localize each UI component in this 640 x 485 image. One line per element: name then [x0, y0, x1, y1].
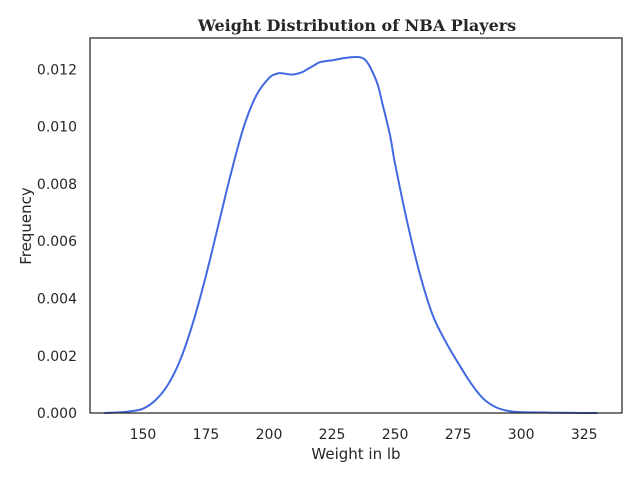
x-tick-label: 275 [445, 427, 472, 443]
x-tick-label: 250 [382, 427, 409, 443]
y-tick-label: 0.006 [37, 234, 77, 250]
x-axis-label: Weight in lb [311, 445, 400, 463]
x-tick-label: 325 [571, 427, 598, 443]
y-tick-label: 0.012 [37, 62, 77, 78]
chart-title: Weight Distribution of NBA Players [197, 16, 516, 35]
x-tick-label: 150 [130, 427, 157, 443]
y-tick-label: 0.010 [37, 120, 77, 136]
x-tick-label: 225 [319, 427, 346, 443]
x-tick-label: 300 [508, 427, 535, 443]
x-tick-label: 175 [193, 427, 220, 443]
y-tick-label: 0.008 [37, 177, 77, 193]
y-tick-label: 0.004 [37, 292, 77, 308]
density-curve [104, 55, 598, 414]
y-tick-label: 0.002 [37, 349, 77, 365]
plot-area [104, 55, 598, 414]
x-axis-ticks: 150 175 200 225 250 275 300 325 [130, 427, 598, 443]
y-tick-label: 0.000 [37, 406, 77, 422]
plot-frame [89, 37, 623, 414]
y-axis-ticks: 0.000 0.002 0.004 0.006 0.008 0.010 0.012 [37, 62, 77, 422]
x-tick-label: 200 [256, 427, 283, 443]
y-axis-label: Frequency [17, 187, 35, 265]
